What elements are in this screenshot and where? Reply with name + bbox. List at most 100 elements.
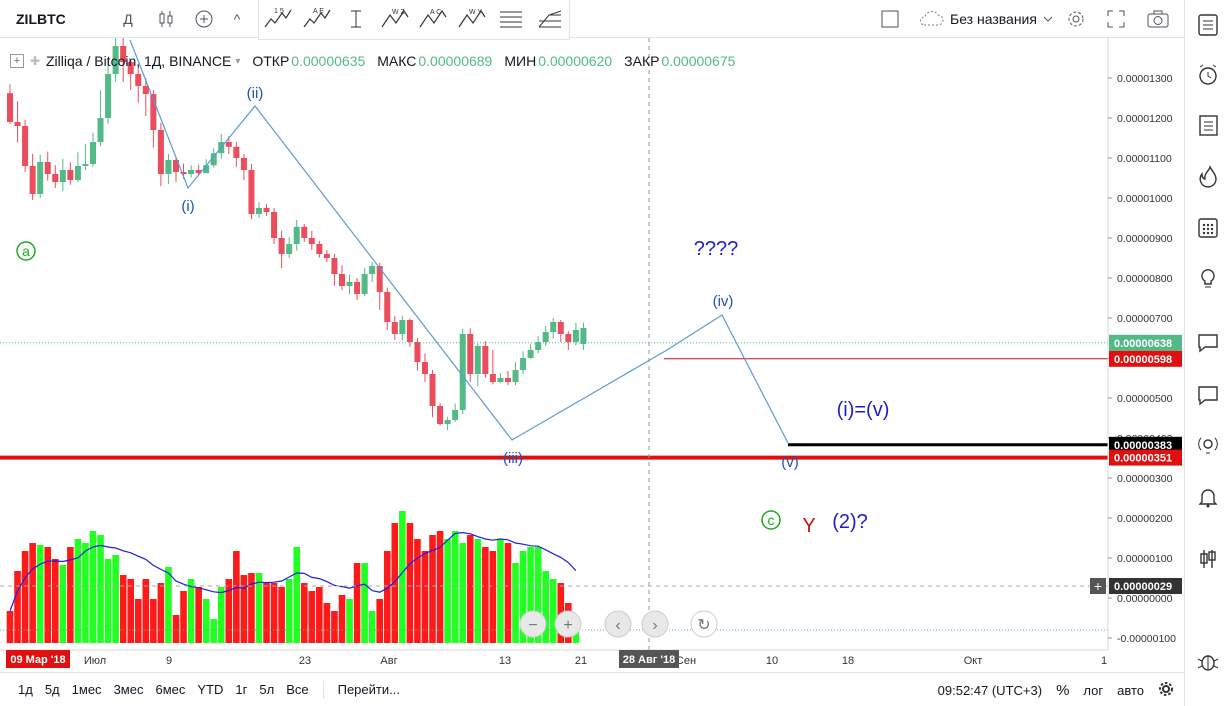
bottom-toolbar: 1д 5д 1мес 3мес 6мес YTD 1г 5л Все Перей… bbox=[0, 672, 1184, 706]
range-ytd[interactable]: YTD bbox=[197, 682, 224, 697]
candle-body bbox=[240, 158, 247, 170]
range-5y[interactable]: 5л bbox=[259, 682, 275, 697]
chart-pane[interactable]: (ii) (i) (iii) (iv) (v)???? (i)=(v) Y (2)? a c − + ‹… bbox=[0, 38, 1184, 672]
fib-fan-icon[interactable] bbox=[530, 0, 569, 38]
volume-bar bbox=[444, 539, 451, 643]
volume-bar bbox=[512, 563, 519, 643]
volume-bar bbox=[119, 575, 127, 643]
candle-body bbox=[482, 346, 489, 374]
elliott-impulse-icon[interactable]: 1 5 bbox=[259, 0, 298, 38]
x-tick-label: 23 bbox=[299, 655, 311, 667]
volume-bar bbox=[6, 611, 14, 643]
order-panel-icon[interactable] bbox=[1195, 546, 1221, 572]
legend-chevron-icon[interactable]: ▾ bbox=[235, 55, 241, 67]
goto-button[interactable]: Перейти... bbox=[337, 682, 400, 697]
zoom-out-button[interactable] bbox=[519, 610, 547, 638]
settings-gear-icon[interactable] bbox=[1062, 5, 1090, 33]
cursor-text-icon[interactable] bbox=[337, 0, 376, 38]
range-6m[interactable]: 6мес bbox=[155, 682, 186, 697]
scroll-left-button[interactable] bbox=[604, 610, 632, 638]
bug-report-icon[interactable] bbox=[1195, 648, 1221, 674]
calendar-icon[interactable] bbox=[1195, 214, 1221, 240]
candle-body bbox=[301, 226, 308, 238]
watchlist-icon[interactable] bbox=[1195, 12, 1221, 38]
elliott-wave-line bbox=[129, 39, 789, 444]
candle-body bbox=[557, 322, 564, 334]
chevron-icon[interactable]: ^ bbox=[233, 11, 241, 27]
elliott-wz-icon[interactable]: W Z bbox=[375, 0, 414, 38]
y-tick-label: -0.00000100 bbox=[1117, 633, 1176, 645]
x-tick-label: Июл bbox=[84, 655, 106, 667]
range-5d[interactable]: 5д bbox=[44, 682, 60, 697]
notifications-bell-icon[interactable] bbox=[1195, 484, 1221, 510]
legend-title[interactable]: Zilliqa / Bitcoin, 1Д, BINANCE bbox=[46, 53, 232, 69]
reset-view-button[interactable] bbox=[690, 610, 718, 638]
candle-body bbox=[225, 142, 232, 147]
zoom-in-button[interactable] bbox=[554, 610, 582, 638]
volume-bar bbox=[14, 571, 21, 643]
hotlists-fire-icon[interactable] bbox=[1195, 164, 1221, 190]
volume-bar bbox=[180, 591, 187, 643]
a-label: a bbox=[22, 243, 30, 259]
volume-bar bbox=[497, 539, 504, 643]
layout-name[interactable]: Без названия bbox=[918, 6, 1053, 32]
range-all[interactable]: Все bbox=[286, 682, 309, 697]
candle-body bbox=[437, 406, 444, 424]
candle-body bbox=[308, 238, 315, 244]
chart-style-candles-icon[interactable] bbox=[152, 5, 180, 33]
zoom-in-button-icon: + bbox=[563, 617, 572, 634]
candle-body bbox=[67, 170, 74, 180]
volume-bar bbox=[414, 539, 421, 643]
gear-icon[interactable] bbox=[1158, 681, 1174, 700]
alarm-clock-icon[interactable] bbox=[1195, 62, 1221, 88]
horizontal-lines-icon[interactable] bbox=[492, 0, 531, 38]
interval-button[interactable]: Д bbox=[123, 11, 133, 27]
volume-bar bbox=[104, 559, 112, 643]
svg-text:W Y: W Y bbox=[469, 9, 482, 16]
signals-icon[interactable] bbox=[1195, 432, 1221, 458]
range-1m[interactable]: 1мес bbox=[71, 682, 102, 697]
square-icon[interactable] bbox=[878, 5, 902, 33]
camera-snapshot-icon[interactable] bbox=[1144, 5, 1172, 33]
candle-body bbox=[150, 94, 157, 130]
streams-chat-icon[interactable] bbox=[1195, 330, 1221, 356]
add-indicator-icon[interactable]: + bbox=[10, 54, 24, 68]
candle-body bbox=[89, 142, 96, 164]
candle-body bbox=[263, 208, 270, 212]
volume-bar bbox=[519, 551, 527, 643]
volume-bar bbox=[451, 531, 459, 643]
ideas-lightbulb-icon[interactable] bbox=[1195, 266, 1221, 292]
percent-toggle[interactable]: % bbox=[1056, 681, 1070, 699]
price-chart-svg[interactable]: (ii) (i) (iii) (iv) (v)???? (i)=(v) Y (2)? a c − + ‹… bbox=[0, 38, 1184, 672]
elliott-ac-icon[interactable]: A C bbox=[414, 0, 453, 38]
fullscreen-icon[interactable] bbox=[1102, 5, 1130, 33]
volume-bar bbox=[346, 599, 353, 643]
candle-body bbox=[195, 170, 202, 174]
indicators-icon[interactable] bbox=[190, 5, 218, 33]
volume-bar bbox=[195, 587, 202, 643]
svg-text:W Z: W Z bbox=[392, 9, 406, 16]
volume-bar bbox=[233, 551, 240, 643]
range-1y[interactable]: 1г bbox=[235, 682, 248, 697]
volume-bar bbox=[255, 573, 263, 643]
candle-body bbox=[376, 266, 383, 292]
x-tick-label: Сен bbox=[676, 655, 696, 667]
chats-icon[interactable] bbox=[1195, 382, 1221, 408]
candle-body bbox=[105, 74, 112, 118]
symbol-search[interactable]: ZILBTC bbox=[16, 11, 66, 27]
scroll-right-button[interactable] bbox=[641, 610, 669, 638]
two-label: (2)? bbox=[832, 511, 868, 533]
elliott-wy-icon[interactable]: W Y bbox=[453, 0, 492, 38]
candle-body bbox=[210, 153, 217, 166]
candle-body bbox=[7, 93, 13, 122]
auto-toggle[interactable]: авто bbox=[1117, 682, 1144, 698]
data-window-icon[interactable] bbox=[1195, 112, 1221, 138]
log-toggle[interactable]: лог bbox=[1083, 682, 1104, 698]
volume-bar bbox=[549, 579, 557, 643]
y-tick-label: 0.00000200 bbox=[1117, 513, 1173, 525]
wave-v-label: (v) bbox=[781, 454, 799, 471]
volume-bar bbox=[29, 543, 36, 643]
elliott-correction-icon[interactable]: A E bbox=[298, 0, 337, 38]
range-3m[interactable]: 3мес bbox=[113, 682, 144, 697]
range-1d[interactable]: 1д bbox=[18, 682, 33, 697]
